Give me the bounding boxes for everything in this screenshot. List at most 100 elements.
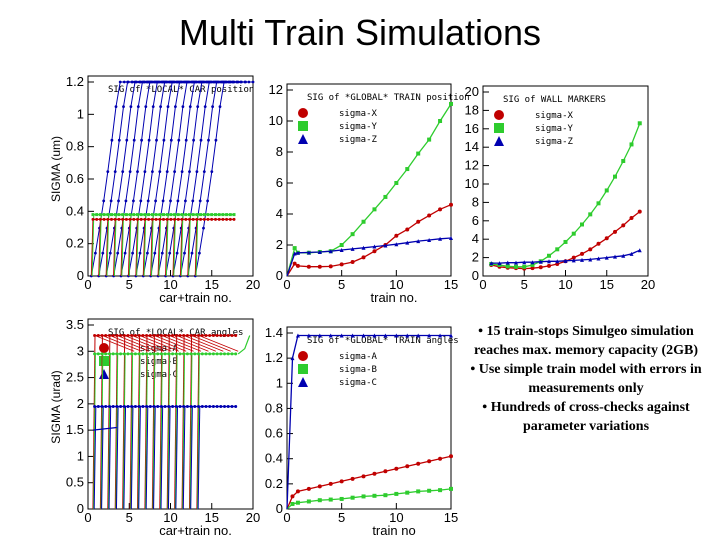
y-tick-label: 0.4 [66,203,84,218]
data-point [350,495,355,500]
data-point [232,217,236,221]
y-tick-label: 16 [465,121,479,136]
data-point [438,119,443,123]
data-point [93,334,97,337]
data-point [96,405,100,408]
data-point [339,247,344,252]
data-point [171,334,175,337]
data-point [339,243,344,247]
data-point [168,251,172,255]
data-point [195,217,199,221]
series-line-sigma-y [136,214,139,277]
data-point [210,170,214,174]
series-line-sigma-y [195,214,199,277]
data-point [226,352,230,356]
data-point [152,405,156,408]
series-line-sigma-a [176,335,217,352]
data-point [547,263,551,268]
legend-label: sigma-B [339,365,377,375]
data-point [235,80,238,84]
data-point [219,334,223,337]
data-point [383,194,388,199]
data-point [221,217,225,221]
data-point [372,333,377,338]
data-point [192,138,196,142]
data-point [170,80,174,84]
data-point [180,170,184,174]
series-line-sigma-b [115,353,119,510]
legend-marker [298,351,308,361]
data-point [604,236,609,241]
data-point [113,217,117,221]
data-point [136,217,139,221]
data-point [126,80,129,84]
data-point [174,334,178,337]
data-point [206,217,210,221]
data-point [119,352,123,356]
data-point [137,334,141,337]
data-point [217,213,221,217]
series-line-sigma-x [187,219,190,277]
data-point [143,213,147,217]
x-tick-label: 20 [246,510,260,525]
data-point [211,334,215,337]
legend-marker [494,110,504,120]
legend-label: sigma-A [339,352,378,362]
data-point [449,101,453,106]
data-point [190,251,194,255]
x-tick-label: 20 [246,277,260,292]
data-point [223,334,226,337]
series-line-sigma-a [188,335,193,510]
data-point [126,405,130,408]
series-line-sigma-y [180,214,184,277]
data-point [555,247,560,252]
data-point [141,405,145,408]
data-point [158,217,162,221]
data-point [161,199,165,203]
series-line-sigma-y [158,214,162,277]
data-point [119,405,123,408]
data-point [93,352,97,356]
data-point [122,334,126,337]
data-point [629,142,634,147]
data-point [132,138,136,142]
data-point [202,213,206,217]
data-point [108,405,111,408]
data-point [119,334,123,337]
data-point [166,105,170,108]
series-line-sigma-a [191,335,231,352]
data-point [292,246,297,251]
data-point [143,170,147,174]
data-point [128,170,132,174]
x-axis-label: train no [372,523,415,538]
data-point [547,253,551,258]
data-point [202,170,206,174]
data-point [128,217,132,221]
legend-marker [298,108,308,118]
data-point [530,266,535,271]
data-point [563,258,568,263]
legend-label: sigma-Z [535,137,574,147]
data-point [173,213,177,217]
data-point [109,199,113,203]
data-point [596,201,601,206]
data-point [101,251,105,255]
data-point [145,334,149,337]
data-point [94,251,97,255]
data-point [580,222,584,227]
data-point [195,213,199,217]
data-point [95,217,99,221]
data-point [137,352,141,356]
chart-p2: 0 5 10 15 0 2 4 6 8 10 12 SIG of *GLOBAL* TRAIN pos… [269,82,470,305]
y-tick-label: 0.6 [66,171,84,186]
data-point [317,484,322,489]
legend-marker [298,134,308,144]
data-point [189,334,193,337]
series-line-sigma-a [161,335,202,352]
data-point [199,217,203,221]
data-point [113,213,117,217]
data-point [111,405,115,408]
data-point [394,466,399,471]
legend-label: sigma-B [140,357,178,367]
data-point [152,80,156,84]
